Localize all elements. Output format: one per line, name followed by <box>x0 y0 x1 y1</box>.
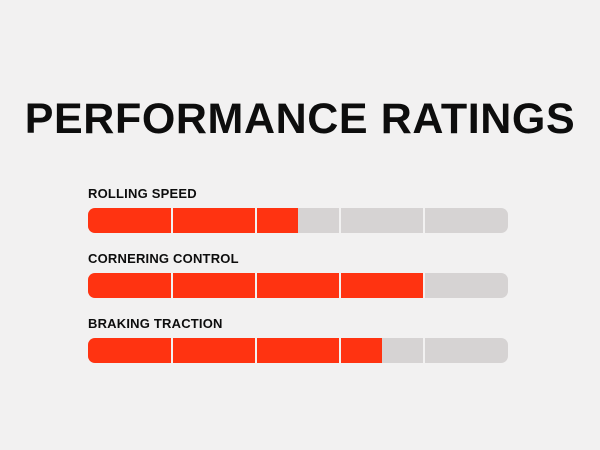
segment-divider <box>339 273 341 298</box>
segment-divider <box>171 338 173 363</box>
segment-divider <box>423 208 425 233</box>
rating-bar-rolling-speed <box>88 208 298 233</box>
rating-label-cornering-control: CORNERING CONTROL <box>88 251 239 266</box>
rating-track-rolling-speed <box>88 208 508 233</box>
rating-label-braking-traction: BRAKING TRACTION <box>88 316 223 331</box>
page-title: PERFORMANCE RATINGS <box>24 95 576 143</box>
rating-bar-braking-traction <box>88 338 382 363</box>
rating-row-rolling-speed: ROLLING SPEED <box>88 186 508 251</box>
ratings-chart: ROLLING SPEED CORNERING CONTROL BRAKING TR… <box>88 186 508 381</box>
segment-divider <box>423 273 425 298</box>
rating-track-braking-traction <box>88 338 508 363</box>
segment-divider <box>423 338 425 363</box>
segment-divider <box>255 338 257 363</box>
segment-divider <box>255 273 257 298</box>
rating-label-rolling-speed: ROLLING SPEED <box>88 186 197 201</box>
segment-divider <box>171 208 173 233</box>
segment-divider <box>171 273 173 298</box>
rating-track-cornering-control <box>88 273 508 298</box>
rating-row-braking-traction: BRAKING TRACTION <box>88 316 508 381</box>
rating-row-cornering-control: CORNERING CONTROL <box>88 251 508 316</box>
segment-divider <box>339 338 341 363</box>
segment-divider <box>255 208 257 233</box>
segment-divider <box>339 208 341 233</box>
